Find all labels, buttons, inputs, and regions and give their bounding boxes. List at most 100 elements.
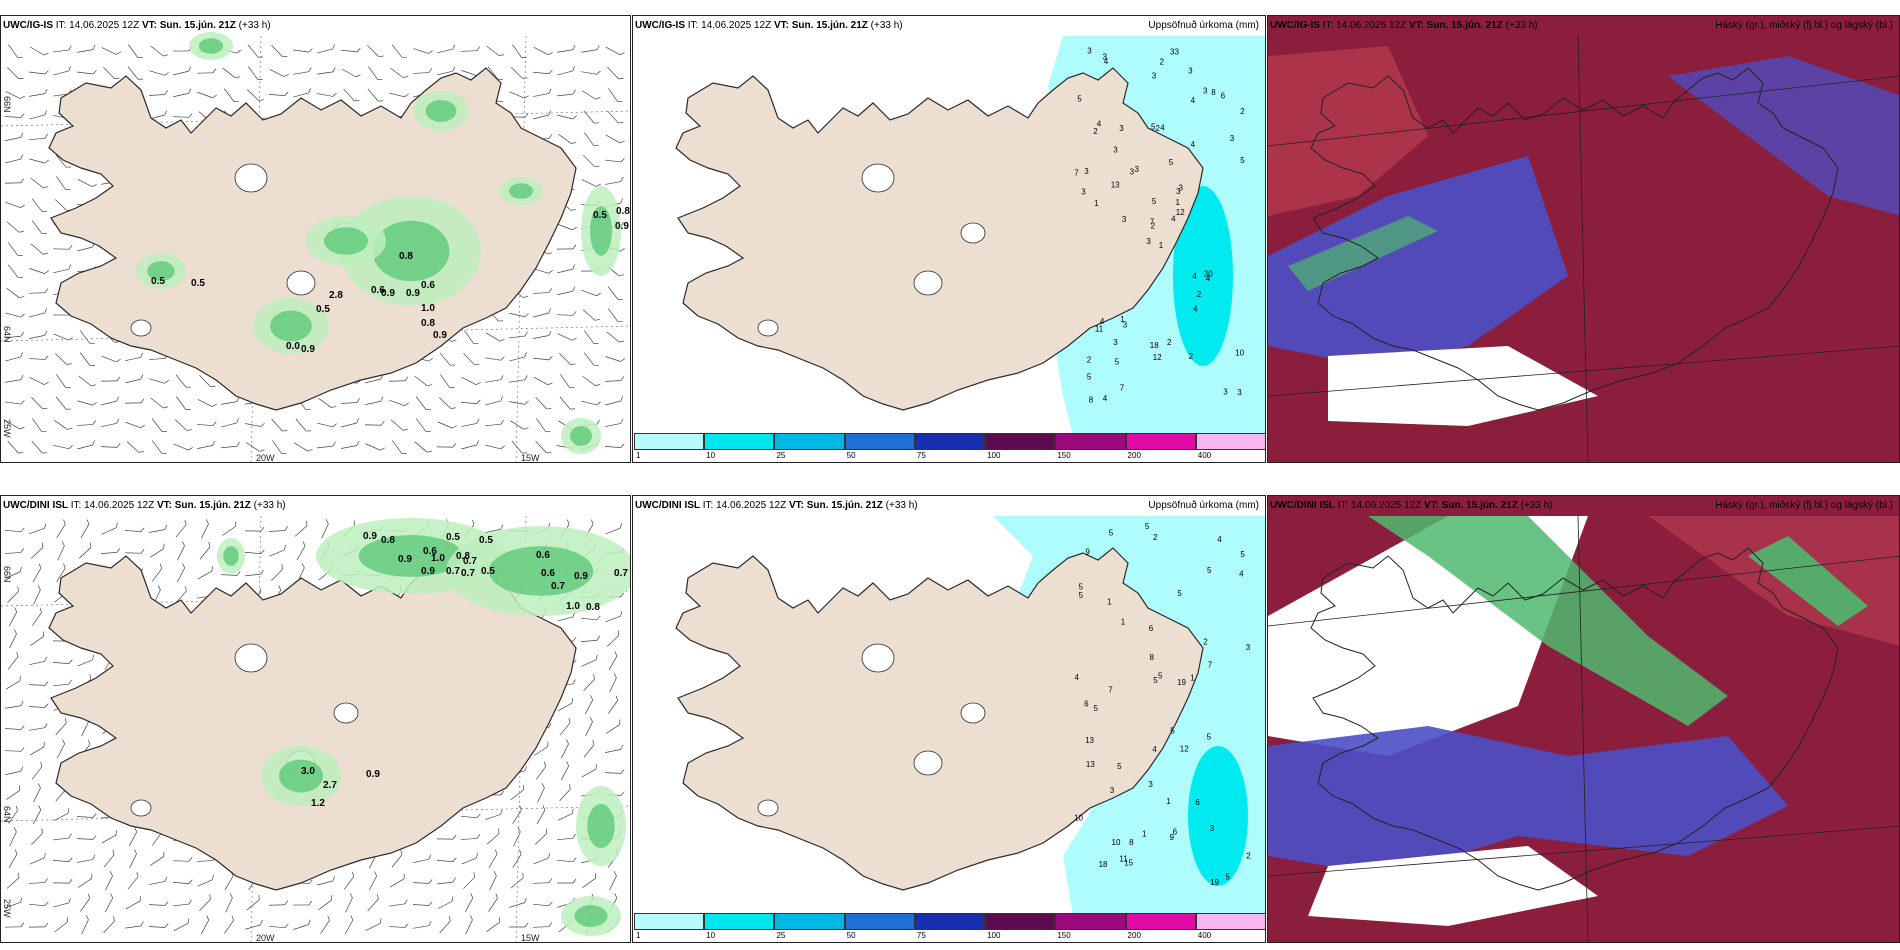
wind-barb xyxy=(29,656,48,666)
wind-barb xyxy=(389,399,409,407)
wind-barb xyxy=(103,849,115,868)
iceland-land xyxy=(675,547,1204,891)
wind-barb xyxy=(246,442,265,452)
precip-value-label: 7 xyxy=(1208,660,1213,669)
wind-barb xyxy=(77,655,94,667)
wind-barb xyxy=(174,419,192,431)
precip-value-label: 19 xyxy=(1210,878,1219,887)
wind-barb xyxy=(460,813,481,819)
wind-barb xyxy=(317,422,337,428)
lon-25-label: 25W xyxy=(2,419,12,438)
precip-value-label: 3 xyxy=(1210,824,1215,833)
precip-value-label: 2 xyxy=(1246,852,1251,861)
precip-value-label: 3 xyxy=(1148,780,1153,789)
wind-barb xyxy=(221,397,240,405)
wind-barb xyxy=(609,673,617,693)
precip-value-label: 6 xyxy=(1173,827,1178,836)
cloud-low-layer xyxy=(1268,726,1788,876)
legend-tick-label: 1 xyxy=(636,931,641,940)
precip-value-label: 3 xyxy=(1179,184,1184,193)
wind-barb xyxy=(29,70,49,75)
wind-barb xyxy=(581,764,597,778)
legend-tick-label: 25 xyxy=(776,931,786,940)
precip-values: 4225555564555513665363481051251591319191… xyxy=(1074,522,1251,887)
precip-value-label: 9 xyxy=(1085,547,1090,556)
wind-barb xyxy=(271,418,288,432)
wind-barb xyxy=(317,441,336,449)
legend-tick-label: 100 xyxy=(987,451,1001,460)
wind-barb xyxy=(28,922,49,928)
wind-barb xyxy=(81,915,89,935)
wind-barb xyxy=(561,739,569,759)
wind-barb xyxy=(388,376,409,382)
wind-barb xyxy=(341,48,361,53)
precip-value-label: 4 xyxy=(1217,535,1222,544)
wind-barb xyxy=(605,611,623,623)
precip-value-label: 2 xyxy=(1151,221,1156,230)
wind-barb xyxy=(509,400,529,405)
precip-value-label: 30 xyxy=(1204,270,1213,279)
wind-barb xyxy=(437,44,456,54)
wind-barb xyxy=(388,923,409,928)
precip-value-label: 5 xyxy=(1115,357,1120,366)
wind-barb xyxy=(57,541,65,561)
wind-barb xyxy=(9,827,17,847)
wind-barb xyxy=(581,70,601,75)
precip-value-label: 6 xyxy=(1221,91,1226,100)
wind-barb xyxy=(269,544,286,557)
wind-barb xyxy=(53,808,70,822)
wind-barb xyxy=(225,893,233,913)
wind-barb xyxy=(197,399,217,407)
wind-barb xyxy=(605,418,624,427)
wind-barb xyxy=(151,440,167,454)
wind-barb xyxy=(30,542,44,559)
projection-line xyxy=(1577,515,1589,942)
panel-header: UWC/IG-IS IT: 14.06.2025 12Z VT: Sun. 15… xyxy=(1270,20,1893,31)
wind-barb xyxy=(558,134,577,145)
wind-barb xyxy=(151,563,163,582)
wind-barb xyxy=(53,679,72,687)
wind-barb xyxy=(534,741,549,756)
precip-value-label: 5 xyxy=(1240,550,1245,559)
wind-barb xyxy=(463,352,480,366)
legend-tick-label: 150 xyxy=(1057,451,1071,460)
legend-swatch xyxy=(1195,433,1265,450)
cloud-title: Háský (gr.), miðský (fj.bl.) og lágský (… xyxy=(1715,20,1893,31)
wind-barb xyxy=(605,158,625,163)
precip-value-label: 3 xyxy=(1152,72,1157,81)
wind-barb xyxy=(485,356,505,361)
precip-value-label: 3 xyxy=(1113,146,1118,155)
meridian xyxy=(515,35,527,462)
wind-barb xyxy=(4,527,25,533)
wind-barb xyxy=(413,854,432,864)
wind-barb xyxy=(197,874,214,887)
wind-barb xyxy=(559,396,576,410)
wind-barb xyxy=(177,541,185,561)
rate-value-label: 0.7 xyxy=(463,556,477,567)
wind-barb xyxy=(56,519,66,538)
wind-barb xyxy=(150,543,165,558)
glacier xyxy=(234,643,268,673)
wind-barb xyxy=(533,69,553,75)
wind-barb xyxy=(127,871,139,890)
wind-barb xyxy=(583,739,595,758)
wind-barb xyxy=(293,48,313,53)
wind-barb xyxy=(512,44,527,59)
wind-barb xyxy=(485,809,503,820)
wind-barb xyxy=(32,563,42,583)
wind-barb xyxy=(125,921,144,929)
coastline xyxy=(1310,67,1839,411)
wind-barb xyxy=(413,48,433,54)
rate-area-mid xyxy=(508,183,534,199)
precip-value-label: 4 xyxy=(1191,96,1196,105)
wind-barb xyxy=(341,68,361,78)
wind-barb xyxy=(29,308,48,318)
wind-barb xyxy=(150,851,165,866)
precip-value-label: 5 xyxy=(1207,733,1212,742)
glacier xyxy=(130,319,152,337)
precip-value-label: 1 xyxy=(1121,618,1126,627)
lat-64-label: 64N xyxy=(2,806,12,823)
precip-value-label: 3 xyxy=(1087,47,1092,56)
wind-barb xyxy=(53,66,71,76)
precip-value-label: 7 xyxy=(1120,383,1125,392)
